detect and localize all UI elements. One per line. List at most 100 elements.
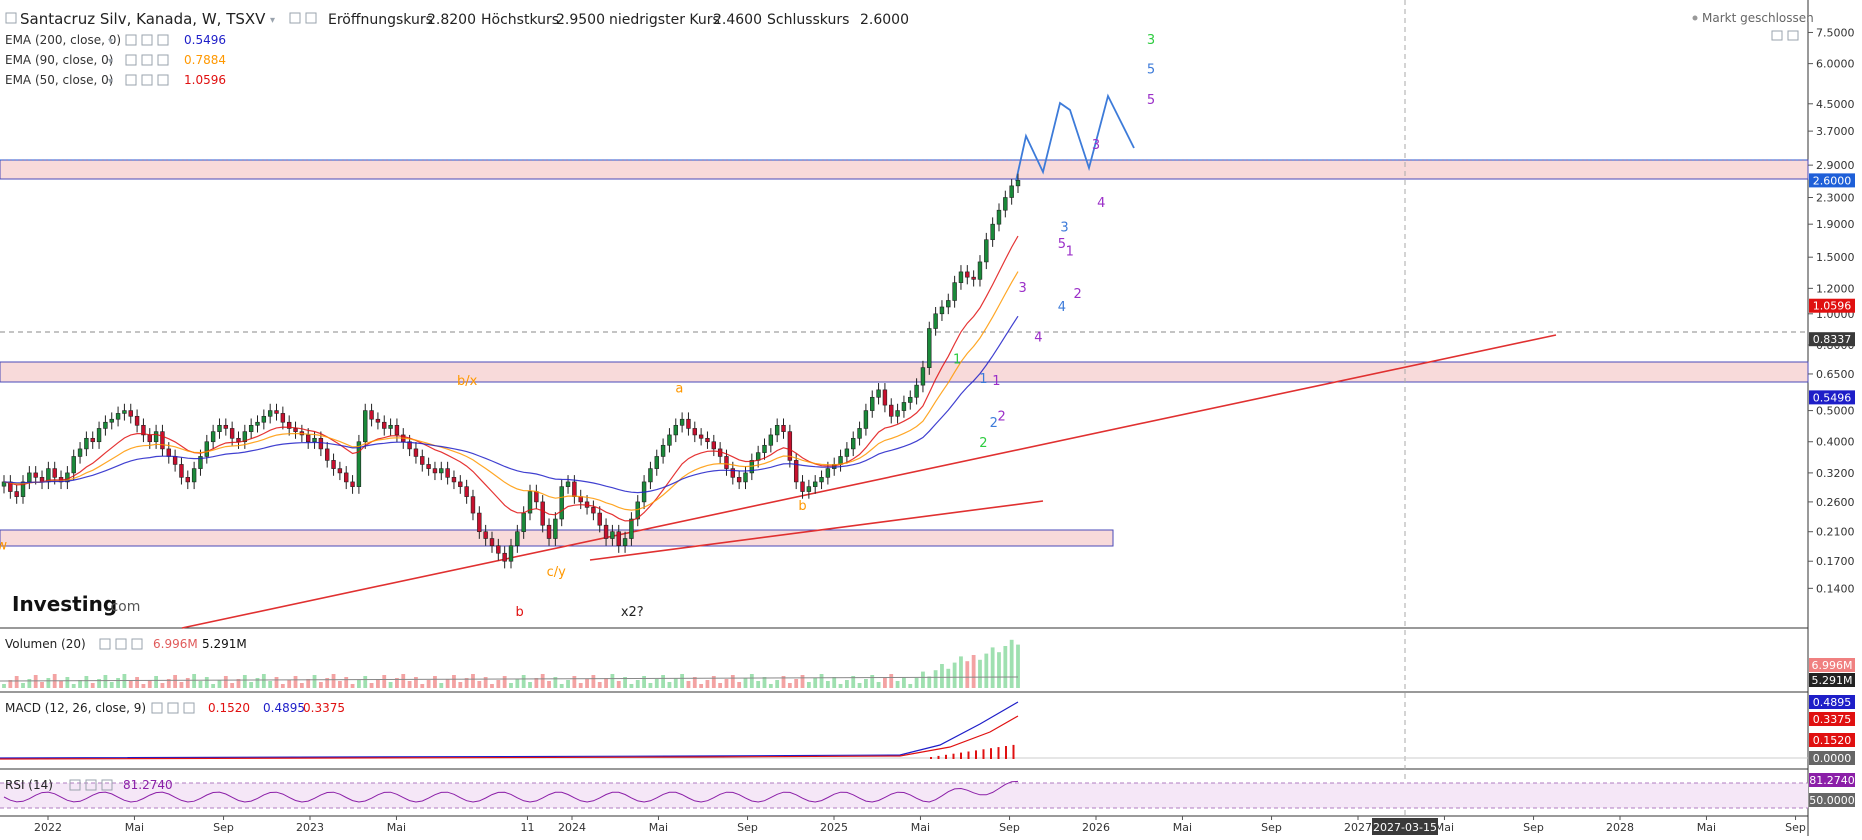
candle-body — [344, 472, 349, 483]
volume-bar — [401, 674, 406, 688]
candle-body — [1009, 185, 1014, 198]
candle-body — [920, 367, 926, 386]
indicator-value: 0.7884 — [184, 53, 226, 67]
x-tick-label: 2026 — [1082, 821, 1110, 834]
rsi-badge-bg — [1809, 773, 1855, 787]
candle-body — [261, 415, 267, 423]
high-label: Höchstkurs — [481, 12, 559, 28]
wave-label: b — [798, 499, 806, 514]
volume-bar — [65, 677, 70, 688]
indicator-visibility-icon[interactable] — [141, 34, 153, 46]
volume-bar — [775, 680, 780, 688]
y-tick-label: 0.4000 — [1816, 436, 1855, 449]
wave-label: c/y — [547, 565, 567, 580]
candle-body — [394, 424, 400, 436]
volume-bar — [509, 683, 513, 688]
macd-histogram-bar — [967, 751, 970, 759]
volume-badge: 5.291M — [1812, 674, 1853, 687]
rsi-close-icon[interactable] — [101, 779, 113, 791]
volume-bar — [388, 682, 393, 688]
macd-badge: 0.3375 — [1813, 713, 1852, 726]
rsi-visibility-icon[interactable] — [85, 779, 97, 791]
indicator-close-icon[interactable] — [157, 54, 169, 66]
volume-bar — [629, 684, 634, 688]
volume-bar — [337, 681, 342, 688]
visibility-icon[interactable] — [305, 12, 317, 24]
candle-body — [546, 524, 552, 539]
volume-bar — [439, 683, 444, 688]
candle-body — [458, 481, 463, 487]
volume-bar — [933, 670, 938, 688]
dropdown-chevron-icon[interactable]: ▾ — [270, 15, 275, 26]
volume-bar — [870, 675, 875, 688]
wave-label: 3 — [1147, 33, 1155, 48]
volume-label: Volumen (20) — [5, 637, 86, 651]
macd-histogram-bar — [997, 747, 1000, 759]
wave-label: 1 — [953, 353, 961, 368]
candle-body — [806, 486, 812, 492]
rsi-badge-bg — [1809, 793, 1855, 807]
volume-settings-icon[interactable] — [99, 638, 111, 650]
indicator-settings-icon[interactable] — [125, 34, 137, 46]
wave-label: 2 — [1074, 287, 1082, 302]
volume-bar — [268, 681, 273, 688]
price-badge: 2.6000 — [1813, 174, 1852, 187]
macd-signal-line — [0, 715, 1019, 760]
volume-bar — [851, 676, 856, 688]
macd-visibility-icon[interactable] — [167, 702, 179, 714]
candle-body — [774, 424, 780, 436]
volume-close-icon[interactable] — [131, 638, 143, 650]
volume-bar — [876, 682, 881, 688]
candle-body — [483, 531, 488, 539]
volume-bar — [1009, 639, 1014, 688]
ema-200-line — [3, 315, 1019, 494]
macd-close-icon[interactable] — [183, 702, 195, 714]
volume-bar — [433, 676, 437, 688]
trend-lines — [181, 334, 1557, 629]
indicator-close-icon[interactable] — [157, 74, 169, 86]
volume-bar — [97, 679, 101, 688]
scroll-down-icon[interactable] — [1787, 30, 1799, 41]
candle-body — [426, 464, 431, 469]
x-tick-label: Mai — [911, 821, 930, 834]
volume-bar — [173, 675, 178, 688]
wave-label: x2? — [621, 605, 644, 620]
volume-bar — [642, 676, 646, 688]
x-tick-label: 2025 — [820, 821, 848, 834]
collapse-icon[interactable] — [5, 12, 17, 24]
candle-body — [210, 431, 216, 443]
volume-bar — [978, 659, 982, 688]
candle-body — [375, 418, 381, 423]
axis-badges: 2.6000 1.0596 0.8337 0.5496 6.996M 5.291M 0.48… — [1809, 173, 1855, 807]
volume-visibility-icon[interactable] — [115, 638, 127, 650]
indicator-visibility-icon[interactable] — [141, 54, 153, 66]
settings-icon[interactable] — [289, 12, 301, 24]
indicator-settings-icon[interactable] — [125, 54, 137, 66]
indicator-close-icon[interactable] — [157, 34, 169, 46]
volume-bar — [547, 681, 551, 688]
indicator-visibility-icon[interactable] — [141, 74, 153, 86]
macd-settings-icon[interactable] — [151, 702, 163, 714]
candle-body — [622, 538, 628, 546]
volume-bar — [230, 683, 235, 688]
scroll-up-icon[interactable] — [1771, 30, 1783, 41]
candle-body — [470, 496, 476, 514]
candle-body — [977, 261, 983, 280]
candle-body — [223, 424, 229, 429]
candle-body — [236, 437, 241, 443]
volume-bar — [426, 680, 431, 688]
volume-bar — [1003, 646, 1008, 688]
indicator-settings-icon[interactable] — [125, 74, 137, 86]
candle-body — [451, 477, 457, 483]
candle-body — [971, 276, 976, 280]
volume-bar — [477, 681, 482, 688]
candle-body — [793, 460, 799, 483]
volume-bar — [33, 675, 38, 688]
rsi-settings-icon[interactable] — [69, 779, 81, 791]
volume-bar — [420, 684, 425, 688]
y-tick-label: 2.3000 — [1816, 192, 1855, 205]
volume-bar — [566, 680, 570, 688]
y-tick-label: 1.2000 — [1816, 282, 1855, 295]
